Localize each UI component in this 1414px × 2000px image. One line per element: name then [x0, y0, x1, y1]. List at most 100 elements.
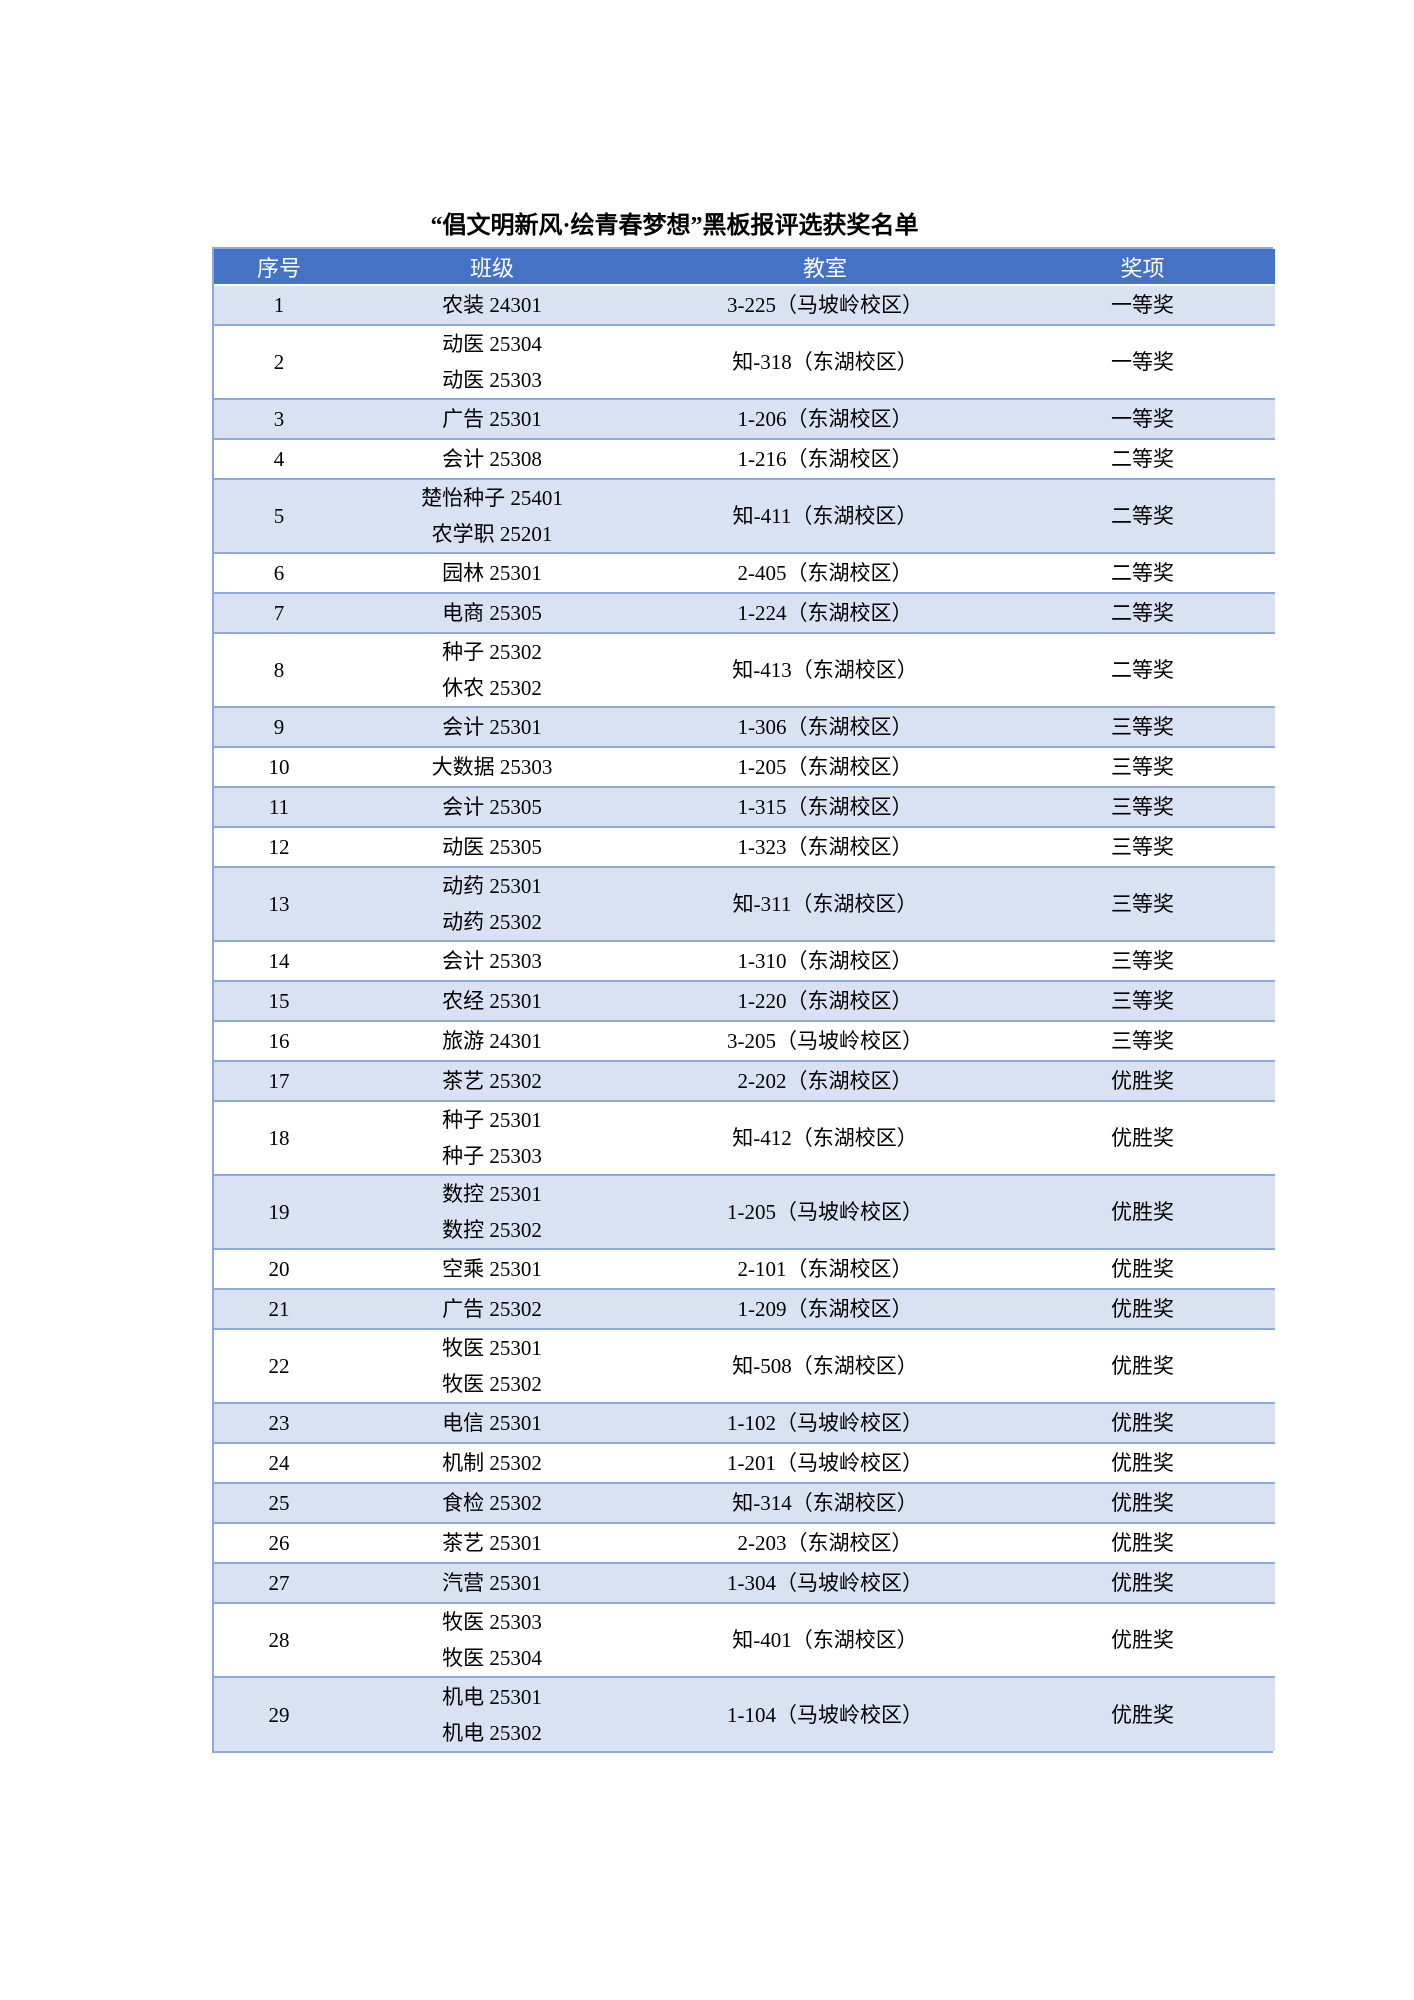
class-name: 园林 25301	[442, 561, 542, 585]
cell-class: 种子 25301 种子 25303	[344, 1100, 640, 1175]
class-name: 牧医 25304	[442, 1646, 542, 1670]
class-name: 动药 25302	[442, 910, 542, 934]
class-name: 茶艺 25301	[442, 1531, 542, 1555]
class-name: 动医 25303	[442, 368, 542, 392]
table-row: 1 农装 24301 3-225（马坡岭校区） 一等奖	[214, 285, 1275, 325]
cell-class: 会计 25301	[344, 706, 640, 747]
class-name: 旅游 24301	[442, 1029, 542, 1053]
cell-room: 1-205（东湖校区）	[640, 746, 1010, 787]
cell-number: 17	[214, 1060, 344, 1101]
award-level: 优胜奖	[1111, 1702, 1174, 1727]
table-header-row: 序号 班级 教室 奖项	[214, 249, 1275, 286]
class-name: 空乘 25301	[442, 1257, 542, 1281]
row-number: 4	[273, 447, 285, 471]
class-name: 机制 25302	[442, 1451, 542, 1475]
row-number: 21	[268, 1297, 290, 1321]
cell-number: 4	[214, 438, 344, 479]
cell-class: 会计 25305	[344, 786, 640, 827]
award-level: 优胜奖	[1111, 1354, 1174, 1378]
cell-room: 1-306（东湖校区）	[640, 706, 1010, 747]
cell-class: 广告 25302	[344, 1288, 640, 1329]
room-location: 1-201（马坡岭校区）	[727, 1451, 923, 1475]
cell-room: 知-508（东湖校区）	[640, 1328, 1010, 1403]
class-name: 楚怡种子 25401	[421, 486, 563, 510]
award-level: 优胜奖	[1111, 1491, 1174, 1515]
table-row: 6 园林 25301 2-405（东湖校区） 二等奖	[214, 552, 1275, 593]
class-name: 食检 25302	[442, 1491, 542, 1515]
cell-room: 1-310（东湖校区）	[640, 940, 1010, 981]
row-number: 5	[273, 504, 285, 528]
row-number: 27	[268, 1571, 290, 1595]
cell-class: 牧医 25301 牧医 25302	[344, 1328, 640, 1403]
row-number: 2	[273, 350, 285, 374]
cell-number: 23	[214, 1402, 344, 1443]
class-name: 茶艺 25302	[442, 1069, 542, 1093]
cell-award: 优胜奖	[1010, 1402, 1275, 1443]
cell-number: 8	[214, 632, 344, 707]
table-row: 12 动医 25305 1-323（东湖校区） 三等奖	[214, 826, 1275, 867]
award-level: 优胜奖	[1111, 1200, 1174, 1224]
cell-room: 1-315（东湖校区）	[640, 786, 1010, 827]
cell-number: 3	[214, 398, 344, 439]
row-number: 24	[268, 1451, 290, 1475]
award-level: 二等奖	[1111, 447, 1174, 471]
award-level: 一等奖	[1111, 293, 1174, 317]
class-name: 种子 25303	[442, 1144, 542, 1168]
cell-award: 优胜奖	[1010, 1602, 1275, 1677]
cell-class: 食检 25302	[344, 1482, 640, 1523]
room-location: 知-314（东湖校区）	[732, 1491, 918, 1515]
table-row: 4 会计 25308 1-216（东湖校区） 二等奖	[214, 438, 1275, 479]
cell-award: 优胜奖	[1010, 1288, 1275, 1329]
row-number: 11	[268, 795, 290, 819]
table-row: 22 牧医 25301 牧医 25302 知-508（东湖校区） 优胜奖	[214, 1328, 1275, 1403]
header-cell-number: 序号	[214, 249, 344, 286]
table-row: 17 茶艺 25302 2-202（东湖校区） 优胜奖	[214, 1060, 1275, 1101]
cell-class: 农经 25301	[344, 980, 640, 1021]
cell-award: 三等奖	[1010, 746, 1275, 787]
row-number: 22	[268, 1354, 290, 1378]
room-location: 1-224（东湖校区）	[737, 601, 913, 625]
row-number: 15	[268, 989, 290, 1013]
cell-room: 1-224（东湖校区）	[640, 592, 1010, 633]
room-location: 2-405（东湖校区）	[737, 561, 913, 585]
cell-class: 茶艺 25302	[344, 1060, 640, 1101]
table-row: 28 牧医 25303 牧医 25304 知-401（东湖校区） 优胜奖	[214, 1602, 1275, 1677]
row-number: 29	[268, 1702, 290, 1727]
cell-class: 动医 25304 动医 25303	[344, 324, 640, 399]
room-location: 知-318（东湖校区）	[732, 350, 918, 374]
cell-award: 优胜奖	[1010, 1676, 1275, 1751]
cell-number: 19	[214, 1174, 344, 1249]
class-name: 动医 25305	[442, 835, 542, 859]
table-row: 10 大数据 25303 1-205（东湖校区） 三等奖	[214, 746, 1275, 787]
cell-room: 1-201（马坡岭校区）	[640, 1442, 1010, 1483]
cell-room: 3-225（马坡岭校区）	[640, 285, 1010, 325]
room-location: 1-220（东湖校区）	[737, 989, 913, 1013]
cell-award: 优胜奖	[1010, 1100, 1275, 1175]
table-row: 9 会计 25301 1-306（东湖校区） 三等奖	[214, 706, 1275, 747]
table-row: 8 种子 25302 休农 25302 知-413（东湖校区） 二等奖	[214, 632, 1275, 707]
cell-award: 三等奖	[1010, 866, 1275, 941]
room-location: 3-225（马坡岭校区）	[727, 293, 923, 317]
class-name: 牧医 25303	[442, 1610, 542, 1634]
row-number: 8	[273, 658, 285, 682]
award-table-container: 序号 班级 教室 奖项 1 农装 24301 3-225（马坡岭校区） 一等奖 2 动医 …	[212, 247, 1275, 1753]
class-name: 农学职 25201	[431, 522, 553, 546]
award-level: 三等奖	[1111, 1029, 1174, 1053]
row-number: 3	[273, 407, 285, 431]
class-name: 会计 25303	[442, 949, 542, 973]
cell-room: 1-206（东湖校区）	[640, 398, 1010, 439]
cell-class: 机制 25302	[344, 1442, 640, 1483]
cell-award: 优胜奖	[1010, 1482, 1275, 1523]
room-location: 2-202（东湖校区）	[737, 1069, 913, 1093]
row-number: 26	[268, 1531, 290, 1555]
cell-room: 1-102（马坡岭校区）	[640, 1402, 1010, 1443]
class-name: 机电 25302	[442, 1720, 542, 1745]
cell-class: 机电 25301 机电 25302	[344, 1676, 640, 1751]
table-row: 26 茶艺 25301 2-203（东湖校区） 优胜奖	[214, 1522, 1275, 1563]
cell-number: 26	[214, 1522, 344, 1563]
award-level: 优胜奖	[1111, 1628, 1174, 1652]
cell-award: 优胜奖	[1010, 1248, 1275, 1289]
award-level: 优胜奖	[1111, 1531, 1174, 1555]
cell-room: 知-318（东湖校区）	[640, 324, 1010, 399]
